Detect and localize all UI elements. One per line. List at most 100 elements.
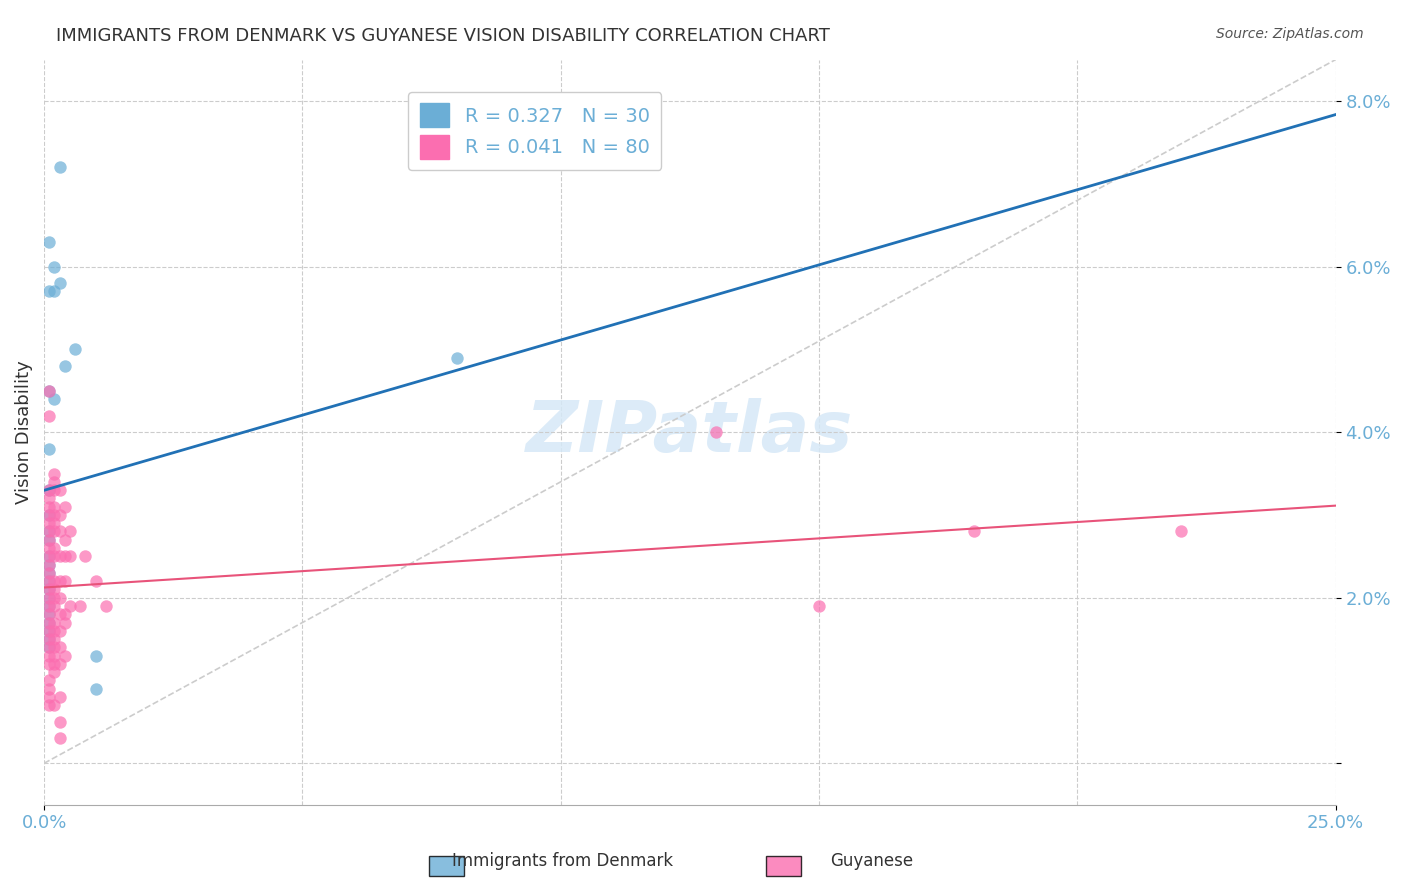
Point bbox=[53, 500, 76, 514]
Point bbox=[38, 574, 60, 589]
Point bbox=[44, 698, 66, 713]
Point bbox=[38, 491, 60, 506]
Point bbox=[44, 483, 66, 497]
Point bbox=[38, 624, 60, 638]
Point bbox=[38, 524, 60, 539]
Point bbox=[44, 541, 66, 555]
Point bbox=[38, 549, 60, 564]
Point bbox=[44, 260, 66, 274]
Point bbox=[38, 574, 60, 589]
Text: ZIPatlas: ZIPatlas bbox=[526, 398, 853, 467]
Point bbox=[44, 591, 66, 605]
Point bbox=[48, 607, 70, 622]
Point bbox=[38, 657, 60, 671]
Point bbox=[38, 508, 60, 522]
Point bbox=[84, 574, 107, 589]
Point bbox=[38, 483, 60, 497]
Point bbox=[446, 351, 468, 365]
Point bbox=[44, 392, 66, 406]
Text: Guyanese: Guyanese bbox=[830, 852, 914, 870]
Point bbox=[44, 508, 66, 522]
Point bbox=[59, 599, 82, 613]
Point bbox=[38, 607, 60, 622]
Point bbox=[38, 615, 60, 630]
Text: IMMIGRANTS FROM DENMARK VS GUYANESE VISION DISABILITY CORRELATION CHART: IMMIGRANTS FROM DENMARK VS GUYANESE VISI… bbox=[56, 27, 830, 45]
Point bbox=[38, 599, 60, 613]
Point bbox=[38, 508, 60, 522]
Point bbox=[75, 549, 97, 564]
Point bbox=[44, 632, 66, 646]
Point bbox=[69, 599, 91, 613]
Point bbox=[38, 442, 60, 456]
Point bbox=[53, 549, 76, 564]
Point bbox=[44, 599, 66, 613]
Point bbox=[53, 615, 76, 630]
Point bbox=[1170, 524, 1192, 539]
Point bbox=[38, 235, 60, 249]
Point bbox=[44, 665, 66, 680]
Point bbox=[44, 516, 66, 531]
Point bbox=[48, 690, 70, 704]
Point bbox=[38, 632, 60, 646]
Point bbox=[48, 549, 70, 564]
Point bbox=[53, 607, 76, 622]
Point bbox=[38, 483, 60, 497]
Point bbox=[53, 359, 76, 373]
Point bbox=[48, 640, 70, 655]
Point bbox=[38, 624, 60, 638]
Point bbox=[48, 524, 70, 539]
Point bbox=[44, 475, 66, 489]
Point bbox=[38, 640, 60, 655]
Point bbox=[44, 467, 66, 481]
Point bbox=[38, 524, 60, 539]
Point bbox=[38, 599, 60, 613]
Point bbox=[59, 524, 82, 539]
Point bbox=[84, 648, 107, 663]
Point bbox=[38, 384, 60, 398]
Point bbox=[38, 541, 60, 555]
Point bbox=[44, 648, 66, 663]
Point bbox=[94, 599, 117, 613]
Text: Immigrants from Denmark: Immigrants from Denmark bbox=[451, 852, 673, 870]
Point bbox=[38, 285, 60, 299]
Point bbox=[38, 681, 60, 696]
Point bbox=[48, 657, 70, 671]
Point bbox=[38, 690, 60, 704]
Point bbox=[48, 574, 70, 589]
Point bbox=[38, 549, 60, 564]
Point bbox=[38, 558, 60, 572]
Point bbox=[48, 714, 70, 729]
Point bbox=[53, 574, 76, 589]
Point bbox=[963, 524, 986, 539]
Point bbox=[53, 533, 76, 547]
Point bbox=[48, 731, 70, 746]
Point bbox=[38, 632, 60, 646]
Point bbox=[38, 591, 60, 605]
Point bbox=[704, 425, 727, 439]
Legend: R = 0.327   N = 30, R = 0.041   N = 80: R = 0.327 N = 30, R = 0.041 N = 80 bbox=[408, 92, 661, 170]
Point bbox=[44, 549, 66, 564]
Point bbox=[63, 343, 86, 357]
Point bbox=[38, 384, 60, 398]
Point bbox=[44, 624, 66, 638]
Point bbox=[38, 698, 60, 713]
Point bbox=[48, 276, 70, 290]
Text: Source: ZipAtlas.com: Source: ZipAtlas.com bbox=[1216, 27, 1364, 41]
Point bbox=[44, 500, 66, 514]
Point bbox=[48, 624, 70, 638]
Point bbox=[38, 607, 60, 622]
Point bbox=[38, 615, 60, 630]
Point bbox=[38, 500, 60, 514]
Point bbox=[38, 582, 60, 597]
Point bbox=[48, 591, 70, 605]
Point bbox=[53, 648, 76, 663]
Point bbox=[48, 508, 70, 522]
Point bbox=[44, 524, 66, 539]
Point bbox=[808, 599, 831, 613]
Point bbox=[38, 409, 60, 423]
Point bbox=[38, 516, 60, 531]
Point bbox=[38, 533, 60, 547]
Point bbox=[59, 549, 82, 564]
Y-axis label: Vision Disability: Vision Disability bbox=[15, 360, 32, 504]
Point bbox=[84, 681, 107, 696]
